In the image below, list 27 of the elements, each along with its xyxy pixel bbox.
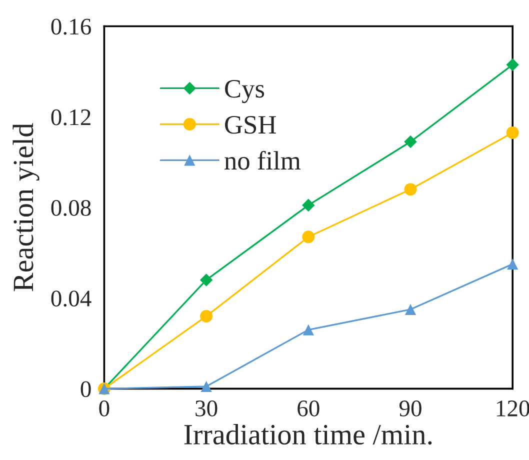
point bbox=[200, 380, 212, 392]
point bbox=[200, 310, 213, 322]
x-tick-label: 30 bbox=[196, 400, 218, 416]
y-tick-label: 0.12 bbox=[51, 109, 90, 126]
legend-label: no film bbox=[224, 150, 301, 170]
x-tick-label: 120 bbox=[496, 400, 529, 416]
point bbox=[302, 324, 314, 336]
y-tick-label: 0.08 bbox=[51, 200, 91, 216]
x-axis-title: Irradiation time /min. bbox=[184, 424, 432, 445]
point bbox=[302, 198, 315, 212]
legend-label: GSH bbox=[225, 116, 276, 134]
point bbox=[506, 126, 519, 139]
point bbox=[507, 258, 518, 270]
point bbox=[302, 230, 315, 244]
point bbox=[404, 135, 417, 148]
point bbox=[404, 183, 417, 196]
point bbox=[200, 274, 213, 286]
y-tick-label: 0.04 bbox=[51, 290, 92, 307]
x-tick-label: 60 bbox=[298, 400, 320, 416]
point bbox=[506, 58, 519, 72]
y-tick-label: 0 bbox=[80, 381, 91, 398]
point bbox=[404, 304, 416, 315]
legend-label: Cys bbox=[225, 80, 264, 104]
y-tick-label: 0.16 bbox=[51, 18, 92, 35]
y-axis-title: Reaction yield bbox=[12, 123, 40, 292]
x-tick-label: 0 bbox=[99, 400, 110, 416]
x-tick-label: 90 bbox=[399, 400, 422, 416]
